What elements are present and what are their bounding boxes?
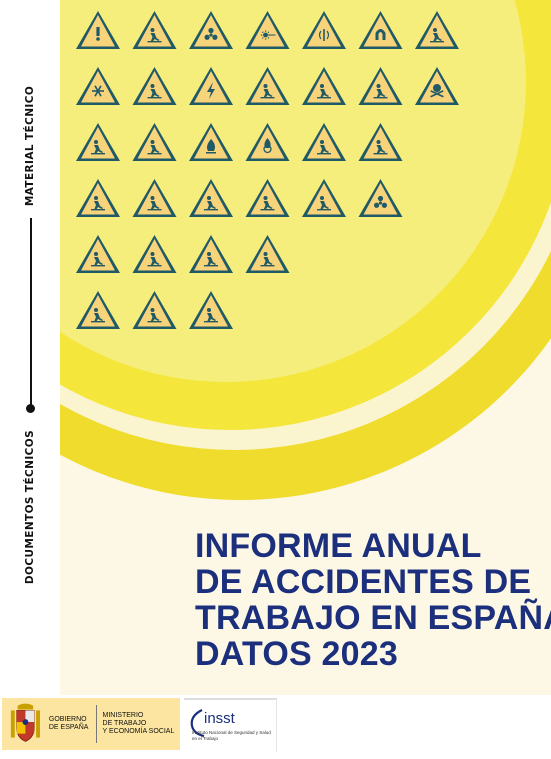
spine-divider-line — [30, 218, 32, 408]
warning-sign-hot-surface-icon — [132, 235, 177, 273]
coat-of-arms-icon — [10, 703, 40, 742]
warning-sign-oxidising-materials-icon — [245, 123, 290, 161]
warning-sign-pressurized-cylinder-icon — [358, 123, 403, 161]
warning-sign-trip-hazard-icon — [415, 11, 459, 49]
spine-divider-dot — [26, 404, 35, 413]
warning-sign-gas-cylinders-icon — [132, 179, 177, 217]
title-line-3: TRABAJO EN ESPAÑA — [195, 599, 551, 637]
warning-sign-low-temperature-icon — [76, 67, 120, 105]
warning-signs-grid — [76, 11, 459, 329]
document-title: INFORME ANUAL DE ACCIDENTES DE TRABAJO E… — [195, 528, 551, 672]
ministry-name: MINISTERIO DE TRABAJO Y ECONOMÍA SOCIAL — [103, 712, 180, 736]
publisher-footer: GOBIERNO DE ESPAÑA MINISTERIO DE TRABAJO… — [0, 695, 551, 759]
warning-sign-biological-hazard-icon — [76, 123, 120, 161]
warning-sign-flammable-materials-icon — [189, 123, 233, 161]
warning-sign-explosive-atmosphere-icon — [76, 179, 120, 217]
insst-description: Instituto Nacional de Seguridad y Salud … — [192, 730, 271, 741]
warning-sign-radioactive-icon — [189, 11, 233, 49]
warning-sign-cutting-hazard-icon — [245, 179, 290, 217]
title-line-2: DE ACCIDENTES DE — [195, 563, 532, 601]
gov-line-1: GOBIERNO — [48, 716, 87, 723]
pale-yellow-disc — [60, 0, 526, 382]
warning-sign-electrical-hazard-icon — [189, 67, 233, 105]
warning-sign-toxic-materials-icon — [415, 67, 459, 105]
warning-sign-magnetic-field-icon — [358, 11, 403, 49]
insst-name: insst — [204, 710, 235, 727]
ministry-line-2: DE TRABAJO — [102, 720, 147, 727]
warning-sign-obstacle-icon — [189, 291, 233, 329]
gov-line-2: DE ESPAÑA — [48, 724, 89, 731]
warning-sign-falling-objects-icon — [245, 235, 290, 273]
warning-sign-harmful-irritant-icon — [132, 123, 177, 161]
warning-sign-non-ionizing-radiation-icon — [302, 11, 346, 49]
government-logo-block: GOBIERNO DE ESPAÑA MINISTERIO DE TRABAJO… — [2, 698, 180, 750]
government-name: GOBIERNO DE ESPAÑA — [49, 716, 90, 732]
spine-label-documentos-tecnicos: DOCUMENTOS TÉCNICOS — [24, 429, 36, 585]
warning-sign-drop-hazard-icon — [132, 291, 177, 329]
warning-sign-slippery-floor-icon — [132, 67, 177, 105]
side-spine: MATERIAL TÉCNICO DOCUMENTOS TÉCNICOS — [0, 0, 60, 759]
warning-sign-forklift-trucks-icon — [302, 67, 346, 105]
warning-sign-entanglement-icon — [302, 179, 346, 217]
insst-logo-block: insst Instituto Nacional de Seguridad y … — [184, 698, 277, 752]
warning-sign-laser-beam-icon — [245, 11, 290, 49]
warning-sign-industrial-vehicles-icon — [76, 235, 120, 273]
decorative-arc-illustration — [60, 0, 551, 500]
cover-artwork: INFORME ANUAL DE ACCIDENTES DE TRABAJO E… — [60, 0, 551, 695]
title-line-4: DATOS 2023 — [195, 635, 398, 673]
warning-sign-guard-dog-icon — [245, 67, 290, 105]
warning-sign-automatic-start-icon — [189, 235, 233, 273]
warning-sign-exclamation-warning-icon — [76, 11, 120, 49]
warning-sign-ionizing-radiation-icon — [358, 179, 403, 217]
title-line-1: INFORME ANUAL — [195, 527, 482, 565]
ministry-line-1: MINISTERIO — [102, 712, 144, 719]
insst-arc-icon — [190, 709, 205, 738]
warning-sign-falling-hazard-icon — [76, 291, 120, 329]
warning-sign-corrosive-substance-icon — [302, 123, 346, 161]
warning-sign-explosive-materials-icon — [132, 11, 177, 49]
logo-separator — [95, 705, 97, 743]
spine-label-material-tecnico: MATERIAL TÉCNICO — [24, 85, 36, 207]
warning-sign-suspended-loads-icon — [358, 67, 403, 105]
warning-sign-crushing-hazard-icon — [189, 179, 233, 217]
ministry-line-3: Y ECONOMÍA SOCIAL — [102, 728, 175, 735]
